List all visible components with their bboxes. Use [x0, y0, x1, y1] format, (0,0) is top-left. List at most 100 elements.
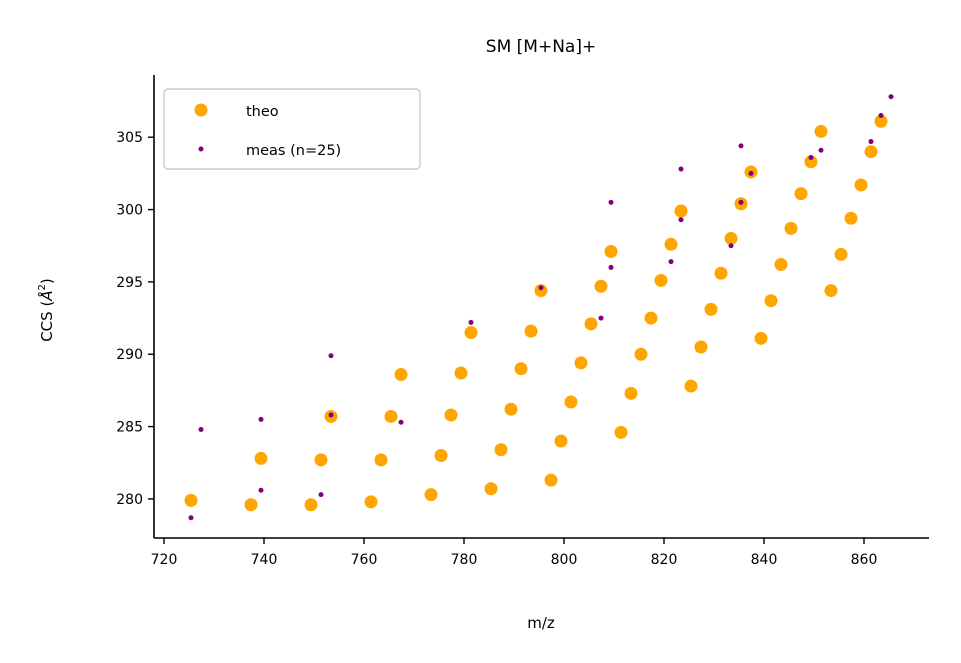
legend-label-meas: meas (n=25) [246, 143, 341, 159]
theo-point [664, 237, 678, 251]
theo-point [674, 204, 688, 218]
meas-point [878, 113, 884, 119]
theo-point [754, 331, 768, 345]
meas-point [668, 259, 674, 265]
theo-point [824, 284, 838, 298]
theo-point [534, 284, 548, 298]
y-tick-label: 285 [116, 420, 143, 436]
theo-point [594, 279, 608, 293]
theo-point [844, 211, 858, 225]
theo-point [384, 409, 398, 423]
theo-point [654, 273, 668, 287]
y-axis-label-close: ) [38, 278, 56, 284]
y-axis-label-sup: 2 [37, 284, 48, 290]
meas-point [738, 143, 744, 149]
meas-point [398, 419, 404, 425]
meas-point [328, 353, 334, 359]
theo-point [584, 317, 598, 331]
y-tick-label: 305 [116, 130, 143, 146]
theo-point [574, 356, 588, 370]
y-tick-label: 300 [116, 203, 143, 219]
legend: theo meas (n=25) [163, 88, 421, 170]
theo-point [254, 451, 268, 465]
theo-point [854, 178, 868, 192]
theo-point [544, 473, 558, 487]
theo-point [874, 114, 888, 128]
meas-point [598, 315, 604, 321]
x-tick-label: 820 [651, 552, 678, 568]
meas-point [738, 199, 744, 205]
theo-point [864, 145, 878, 159]
x-tick-label: 860 [851, 552, 878, 568]
meas-point [258, 487, 264, 493]
meas-point [318, 492, 324, 498]
theo-point [524, 324, 538, 338]
theo-point [634, 347, 648, 361]
theo-point [494, 443, 508, 457]
meas-point [818, 147, 824, 153]
meas-point [678, 166, 684, 172]
theo-point [774, 258, 788, 272]
theo-point [794, 187, 808, 201]
theo-point [694, 340, 708, 354]
meas-point [608, 264, 614, 270]
theo-point [304, 498, 318, 512]
meas-point [728, 243, 734, 249]
meas-point [258, 416, 264, 422]
theo-point [704, 302, 718, 316]
theo-point [564, 395, 578, 409]
theo-point [684, 379, 698, 393]
meas-point [198, 426, 204, 432]
theo-point [364, 495, 378, 509]
meas-point [188, 515, 194, 521]
legend-marker-theo [194, 103, 208, 117]
theo-point [244, 498, 258, 512]
x-axis-label: m/z [527, 614, 555, 632]
theo-point [464, 326, 478, 340]
theo-point [484, 482, 498, 496]
theo-point [374, 453, 388, 467]
theo-point [714, 266, 728, 280]
y-axis-ticks: 280 285 290 295 300 305 [116, 130, 154, 508]
legend-marker-meas [198, 146, 204, 152]
y-tick-label: 280 [116, 492, 143, 508]
theo-series [184, 114, 888, 512]
meas-point [538, 285, 544, 291]
meas-point [468, 319, 474, 325]
theo-point [644, 311, 658, 325]
x-tick-label: 840 [751, 552, 778, 568]
theo-point [804, 155, 818, 169]
theo-point [814, 124, 828, 138]
legend-frame [163, 88, 421, 170]
legend-label-theo: theo [246, 104, 279, 120]
theo-point [624, 386, 638, 400]
theo-point [724, 231, 738, 245]
y-axis-label: CCS (Å2) [37, 278, 56, 342]
meas-point [868, 139, 874, 145]
x-tick-label: 760 [351, 552, 378, 568]
meas-point [888, 94, 894, 100]
theo-point [764, 294, 778, 308]
x-tick-label: 780 [451, 552, 478, 568]
theo-point [834, 247, 848, 261]
theo-point [784, 221, 798, 235]
theo-point [314, 453, 328, 467]
y-tick-label: 290 [116, 347, 143, 363]
theo-point [554, 434, 568, 448]
meas-point [608, 199, 614, 205]
x-tick-label: 800 [551, 552, 578, 568]
meas-point [328, 412, 334, 418]
y-axis-label-main: CCS ( [38, 301, 56, 342]
theo-point [424, 488, 438, 502]
theo-point [444, 408, 458, 422]
y-axis-label-unit: Å [37, 290, 56, 301]
x-tick-label: 720 [151, 552, 178, 568]
theo-point [394, 368, 408, 382]
theo-point [514, 362, 528, 376]
meas-point [678, 217, 684, 223]
theo-point [434, 449, 448, 463]
theo-point [614, 425, 628, 439]
meas-point [748, 170, 754, 176]
